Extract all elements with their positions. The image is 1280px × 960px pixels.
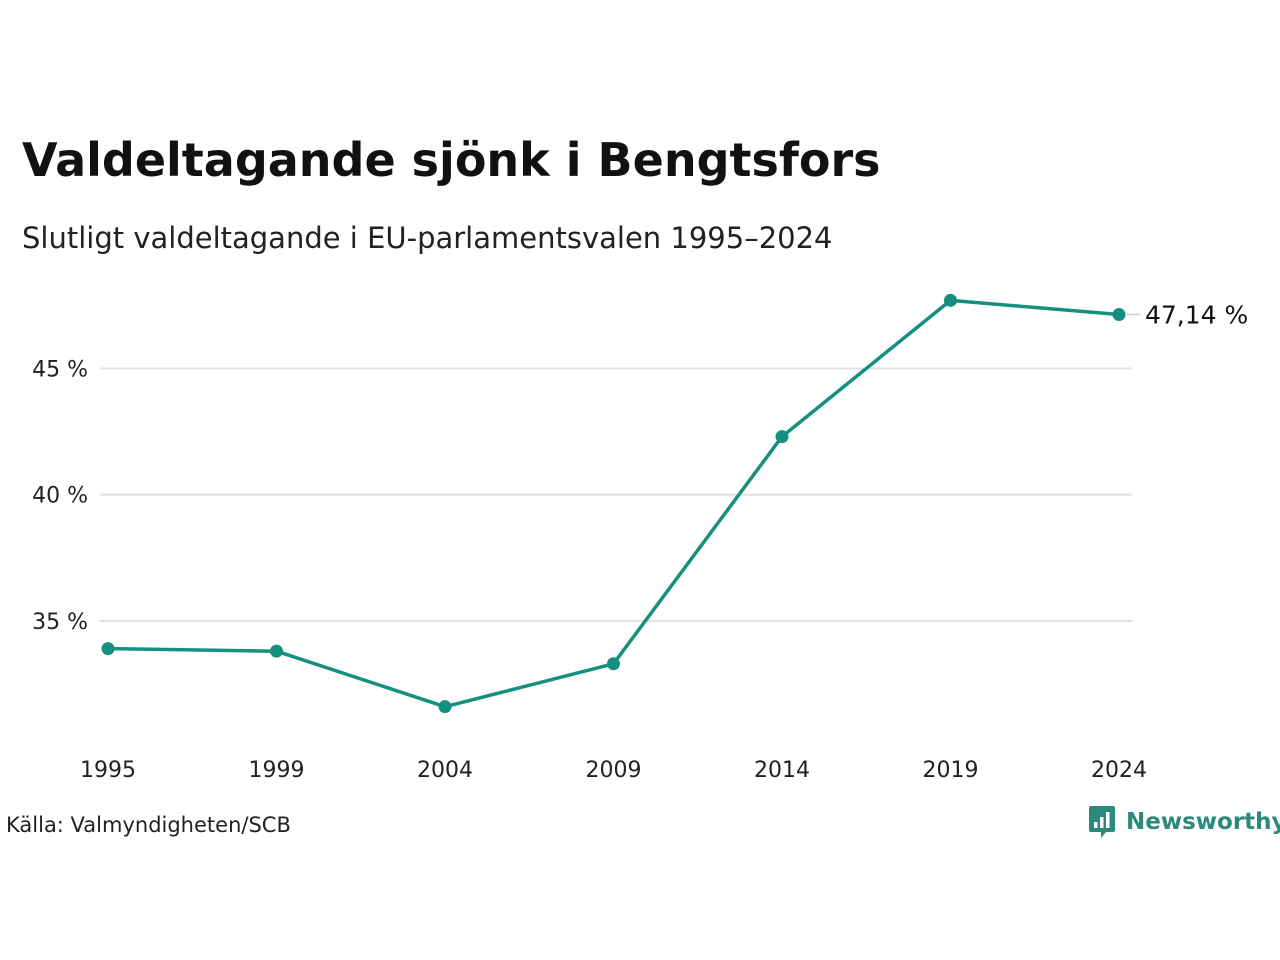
x-tick-label: 1995	[80, 758, 136, 783]
data-point-2004	[438, 700, 452, 714]
x-tick-label: 2014	[754, 758, 810, 783]
data-point-2014	[775, 430, 789, 444]
x-tick-label: 2024	[1091, 758, 1147, 783]
data-point-1999	[270, 644, 283, 658]
brand-name: Newsworthy	[1126, 809, 1280, 835]
chart-title: Valdeltagande sjönk i Bengtsfors	[22, 133, 881, 187]
y-tick-label: 40 %	[32, 484, 88, 509]
data-points	[101, 293, 1126, 714]
data-point-2019	[944, 293, 957, 307]
data-point-2024	[1112, 308, 1126, 322]
y-tick-label: 35 %	[32, 610, 88, 635]
chart-subtitle: Slutligt valdeltagande i EU-parlamentsva…	[22, 221, 833, 255]
newsworthy-logo-icon	[1089, 806, 1115, 838]
x-tick-label: 2009	[586, 758, 642, 783]
data-point-1995	[101, 642, 115, 656]
series-layer	[106, 298, 1121, 709]
x-axis-ticks: 1995 1999 2004 2009 2014 2019 2024	[80, 758, 1147, 783]
source-note: Källa: Valmyndigheten/SCB	[6, 813, 291, 837]
data-point-2009	[607, 657, 620, 671]
end-label-layer: 47,14 %	[1127, 301, 1248, 330]
brand-logo: Newsworthy	[1088, 804, 1280, 840]
x-tick-label: 2004	[417, 758, 473, 783]
series-line	[106, 298, 1121, 709]
x-tick-label: 1999	[249, 758, 305, 783]
x-tick-label: 2019	[923, 758, 979, 783]
y-tick-label: 45 %	[32, 358, 88, 383]
y-axis-ticks: 35 % 40 % 45 %	[32, 358, 88, 635]
grid-layer	[100, 367, 1132, 622]
end-value-label: 47,14 %	[1145, 301, 1248, 330]
